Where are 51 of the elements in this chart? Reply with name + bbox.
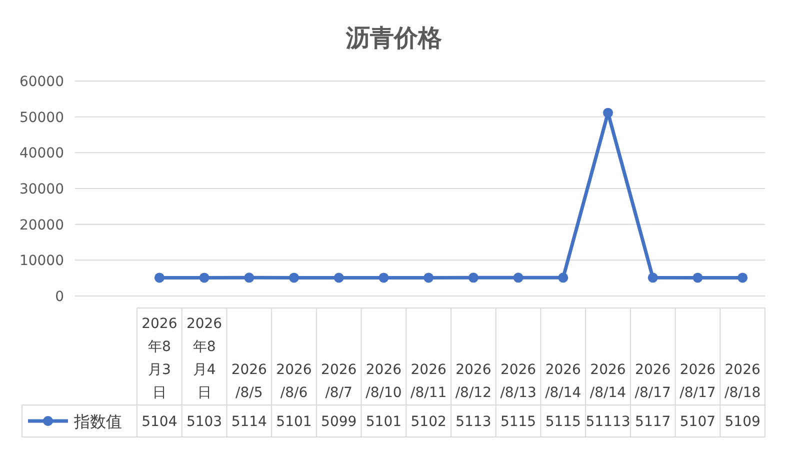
data-label: 5109 [724,414,760,430]
data-label: 5103 [186,414,222,430]
point [154,272,164,283]
x-tick-label: 2026/8/14 [545,362,582,401]
point [424,272,434,283]
data-label: 5113 [456,414,492,430]
data-label: 5104 [142,414,178,430]
y-tick-label: 10000 [19,253,64,270]
data-label: 5115 [545,414,581,430]
y-tick-label: 60000 [19,74,64,90]
point [558,272,568,283]
data-label: 5114 [231,414,268,430]
point [513,272,524,283]
legend-label: 指数值 [73,412,122,431]
point [738,272,748,283]
point [378,272,389,283]
x-tick-label: 2026/8/14 [590,362,626,401]
x-tick-label: 2026/8/7 [321,362,357,401]
x-tick-label: 2026/8/6 [276,362,312,401]
data-label: 51113 [586,414,630,430]
data-label: 5099 [321,414,357,430]
data-label: 5117 [635,414,671,430]
x-tick-label: 2026/8/12 [455,362,492,401]
point [289,272,299,283]
data-label: 5101 [276,414,312,430]
x-tick-label: 2026/8/10 [366,362,402,401]
y-tick-label: 20000 [19,217,64,234]
point [334,272,344,283]
point [244,272,254,283]
y-tick-label: 50000 [19,110,64,126]
data-label: 5101 [366,414,402,430]
x-tick-label: 2026/8/18 [724,362,761,401]
point [692,272,703,283]
point [648,272,658,283]
x-tick-label: 2026/8/13 [500,362,536,401]
x-tick-label: 2026年8月4日 [186,316,222,401]
x-tick-label: 2026/8/17 [680,362,716,401]
y-tick-label: 30000 [19,182,64,198]
point [468,272,478,283]
x-tick-label: 2026年8月3日 [142,316,178,401]
data-label: 5115 [500,414,536,430]
point [199,272,210,283]
x-tick-label: 2026/8/11 [410,362,447,401]
x-tick-label: 2026/8/17 [634,362,671,401]
chart-title: 沥青价格 [345,24,443,52]
y-tick-label: 0 [55,289,64,305]
data-label: 5102 [410,414,446,430]
data-label: 5107 [680,414,716,430]
point [603,108,613,118]
y-tick-label: 40000 [19,146,64,162]
x-tick-label: 2026/8/5 [231,362,268,401]
